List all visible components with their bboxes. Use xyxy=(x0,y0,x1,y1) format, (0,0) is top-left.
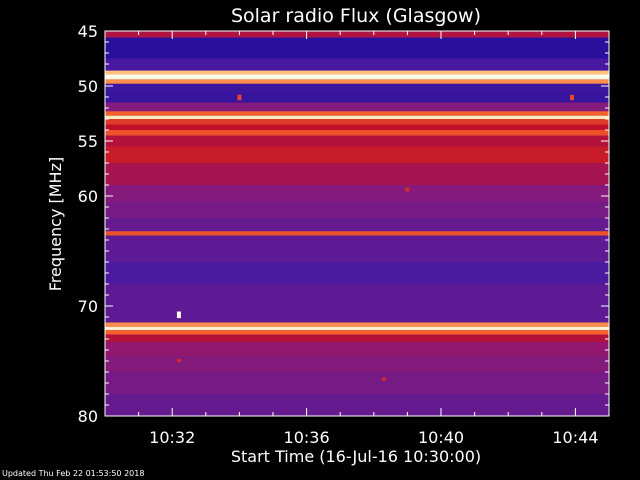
burst-mark xyxy=(237,94,242,101)
frequency-band xyxy=(105,330,609,335)
frequency-band xyxy=(105,163,609,185)
burst-layer xyxy=(176,94,575,381)
plot-frame xyxy=(104,30,610,417)
frequency-band xyxy=(105,342,609,356)
y-tick-labels: 45 50 55 60 70 80 xyxy=(78,22,98,426)
burst-mark xyxy=(381,377,386,381)
frequency-band xyxy=(105,92,609,103)
frequency-band xyxy=(105,135,609,147)
frequency-band xyxy=(105,262,609,284)
frequency-band xyxy=(105,355,609,372)
y-tick-label: 55 xyxy=(78,132,98,151)
frequency-band xyxy=(105,102,609,112)
y-tick-label: 50 xyxy=(78,77,98,96)
y-tick-label: 45 xyxy=(78,22,98,41)
frequency-band xyxy=(105,284,609,323)
frequency-band xyxy=(105,31,609,38)
frequency-band xyxy=(105,111,609,116)
burst-mark xyxy=(570,94,575,101)
frequency-band xyxy=(105,74,609,80)
x-tick-label: 10:36 xyxy=(284,428,330,447)
frequency-band xyxy=(105,326,609,331)
y-axis-label: Frequency [MHz] xyxy=(46,157,65,291)
frequency-band xyxy=(105,124,609,130)
y-tick-label: 70 xyxy=(78,297,98,316)
frequency-band xyxy=(105,185,609,202)
frequency-band xyxy=(105,119,609,125)
frequency-band xyxy=(105,37,609,59)
chart-title: Solar radio Flux (Glasgow) xyxy=(231,5,481,27)
x-tick-labels: 10:32 10:36 10:40 10:44 xyxy=(149,428,598,447)
frequency-band xyxy=(105,115,609,119)
x-tick-label: 10:32 xyxy=(149,428,195,447)
frequency-band xyxy=(105,130,609,136)
burst-mark xyxy=(176,311,181,319)
frequency-band xyxy=(105,70,609,75)
frequency-band xyxy=(105,334,609,343)
frequency-band xyxy=(105,218,609,232)
x-tick-label: 10:44 xyxy=(552,428,598,447)
frequency-band xyxy=(105,201,609,218)
updated-timestamp: Updated Thu Feb 22 01:53:50 2018 xyxy=(2,469,145,478)
plot-area xyxy=(105,31,609,416)
burst-mark xyxy=(405,187,410,192)
y-tick-label: 80 xyxy=(78,407,98,426)
frequency-band xyxy=(105,79,609,84)
y-tick-label: 60 xyxy=(78,187,98,206)
frequency-band xyxy=(105,235,609,262)
frequency-band xyxy=(105,372,609,394)
x-axis-label: Start Time (16-Jul-16 10:30:00) xyxy=(231,447,481,466)
frequency-band xyxy=(105,394,609,416)
frequency-band xyxy=(105,231,609,236)
x-tick-label: 10:40 xyxy=(418,428,464,447)
frequency-band xyxy=(105,83,609,93)
burst-mark xyxy=(176,358,181,363)
frequency-band xyxy=(105,322,609,327)
frequency-band xyxy=(105,146,609,163)
frequency-band xyxy=(105,58,609,71)
